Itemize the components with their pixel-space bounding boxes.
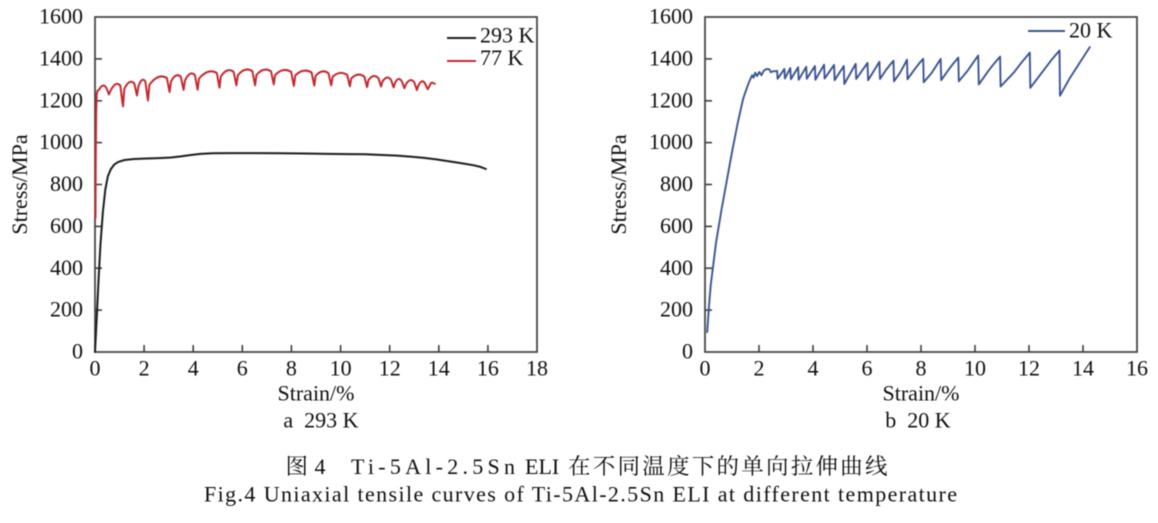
svg-text:1200: 1200 <box>649 87 693 112</box>
svg-text:16: 16 <box>477 356 499 381</box>
svg-text:a 293 K: a 293 K <box>283 408 358 433</box>
svg-text:Strain/%: Strain/% <box>883 381 960 406</box>
svg-text:12: 12 <box>1018 356 1040 381</box>
svg-text:6: 6 <box>862 356 873 381</box>
svg-text:10: 10 <box>330 356 352 381</box>
svg-text:12: 12 <box>379 356 401 381</box>
svg-text:400: 400 <box>50 255 83 280</box>
svg-text:0: 0 <box>90 356 101 381</box>
svg-text:20 K: 20 K <box>1069 18 1113 43</box>
svg-text:Stress/MPa: Stress/MPa <box>606 134 631 234</box>
svg-text:14: 14 <box>428 356 450 381</box>
svg-text:293 K: 293 K <box>480 23 535 48</box>
svg-text:600: 600 <box>660 213 693 238</box>
svg-text:0: 0 <box>700 356 711 381</box>
svg-text:1000: 1000 <box>649 129 693 154</box>
svg-text:1000: 1000 <box>39 129 83 154</box>
svg-text:2: 2 <box>754 356 765 381</box>
svg-text:16: 16 <box>1126 356 1148 381</box>
svg-text:2: 2 <box>139 356 150 381</box>
svg-text:b 20 K: b 20 K <box>885 408 951 433</box>
svg-text:Stress/MPa: Stress/MPa <box>7 134 32 234</box>
svg-text:200: 200 <box>50 297 83 322</box>
svg-text:Strain/%: Strain/% <box>278 381 355 406</box>
svg-text:4: 4 <box>315 454 326 479</box>
svg-text:1400: 1400 <box>649 46 693 71</box>
svg-text:200: 200 <box>660 297 693 322</box>
svg-text:600: 600 <box>50 213 83 238</box>
svg-text:6: 6 <box>237 356 248 381</box>
svg-text:400: 400 <box>660 255 693 280</box>
svg-text:800: 800 <box>660 171 693 196</box>
svg-text:1600: 1600 <box>649 4 693 29</box>
svg-text:8: 8 <box>916 356 927 381</box>
svg-text:14: 14 <box>1072 356 1094 381</box>
svg-text:Fig.4 Uniaxial tensile curves: Fig.4 Uniaxial tensile curves of Ti-5Al-… <box>204 482 957 507</box>
svg-text:4: 4 <box>188 356 199 381</box>
svg-text:1200: 1200 <box>39 87 83 112</box>
svg-text:0: 0 <box>72 339 83 364</box>
svg-text:8: 8 <box>286 356 297 381</box>
svg-text:0: 0 <box>682 339 693 364</box>
svg-text:1400: 1400 <box>39 46 83 71</box>
svg-text:77 K: 77 K <box>480 45 524 70</box>
svg-text:ELI: ELI <box>525 454 559 479</box>
svg-text:1600: 1600 <box>39 4 83 29</box>
svg-text:10: 10 <box>964 356 986 381</box>
svg-text:800: 800 <box>50 171 83 196</box>
svg-text:4: 4 <box>808 356 819 381</box>
svg-text:18: 18 <box>526 356 548 381</box>
